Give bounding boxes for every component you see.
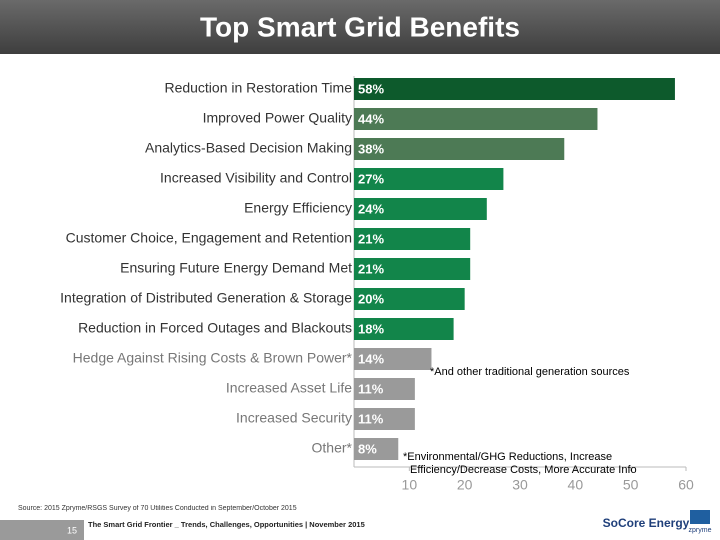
category-label: Increased Visibility and Control xyxy=(160,170,352,186)
category-label: Reduction in Forced Outages and Blackout… xyxy=(78,320,352,336)
source: Source: 2015 Zpryme/RSGS Survey of 70 Ut… xyxy=(18,505,297,512)
page-box xyxy=(0,520,84,540)
category-label: Energy Efficiency xyxy=(244,200,352,216)
annotation: *And other traditional generation source… xyxy=(430,366,630,378)
bar xyxy=(354,288,465,310)
x-tick-label: 50 xyxy=(623,477,639,493)
category-label: Reduction in Restoration Time xyxy=(164,80,352,96)
bar xyxy=(354,408,415,430)
bar xyxy=(354,168,504,190)
bar xyxy=(354,378,415,400)
logo: zpryme xyxy=(689,527,712,534)
chart-title: Top Smart Grid Benefits xyxy=(200,11,520,42)
bar xyxy=(354,258,471,280)
bar xyxy=(354,138,565,160)
title-bar xyxy=(0,0,720,54)
value-label: 24% xyxy=(358,201,384,216)
value-label: 21% xyxy=(358,261,384,276)
category-label: Integration of Distributed Generation & … xyxy=(60,290,352,306)
bar xyxy=(354,438,399,460)
value-label: 11% xyxy=(358,411,384,426)
value-label: 20% xyxy=(358,291,384,306)
category-label: Increased Asset Life xyxy=(226,380,352,396)
x-tick-label: 30 xyxy=(512,477,528,493)
value-label: 44% xyxy=(358,111,384,126)
category-label: Other* xyxy=(312,440,353,456)
bar xyxy=(354,78,675,100)
plot: 10 20 30 40 50 60 Reduction in Restoration Tim… xyxy=(60,76,694,493)
value-label: 27% xyxy=(358,171,384,186)
category-label: Analytics-Based Decision Making xyxy=(145,140,352,156)
x-tick-label: 20 xyxy=(457,477,473,493)
value-label: 18% xyxy=(358,321,384,336)
category-label: Increased Security xyxy=(236,410,352,426)
logo-mark xyxy=(690,510,710,524)
bar xyxy=(354,348,432,370)
x-tick-label: 60 xyxy=(678,477,694,493)
category-label: Customer Choice, Engagement and Retentio… xyxy=(66,230,352,246)
category-label: Improved Power Quality xyxy=(203,110,352,126)
annotation: Efficiency/Decrease Costs, More Accurate… xyxy=(410,464,637,476)
annotation: *Environmental/GHG Reductions, Increase xyxy=(403,451,612,463)
doc-title: The Smart Grid Frontier _ Trends, Challe… xyxy=(88,520,365,529)
value-label: 21% xyxy=(358,231,384,246)
value-label: 58% xyxy=(358,81,384,96)
bar xyxy=(354,108,598,130)
logo: SoCore Energy xyxy=(603,516,690,530)
x-tick-label: 40 xyxy=(568,477,584,493)
source-box: Source: 2015 Zpryme/RSGS Survey of 70 Ut… xyxy=(18,505,297,512)
category-label: Hedge Against Rising Costs & Brown Power… xyxy=(73,350,353,366)
value-label: 8% xyxy=(358,441,377,456)
value-label: 38% xyxy=(358,141,384,156)
bar xyxy=(354,318,454,340)
category-label: Ensuring Future Energy Demand Met xyxy=(120,260,352,276)
bar xyxy=(354,198,487,220)
bar xyxy=(354,228,471,250)
x-tick-label: 10 xyxy=(402,477,418,493)
page-number: 15 xyxy=(67,525,77,535)
value-label: 14% xyxy=(358,351,384,366)
value-label: 11% xyxy=(358,381,384,396)
doc-title-box: The Smart Grid Frontier _ Trends, Challe… xyxy=(88,520,365,529)
